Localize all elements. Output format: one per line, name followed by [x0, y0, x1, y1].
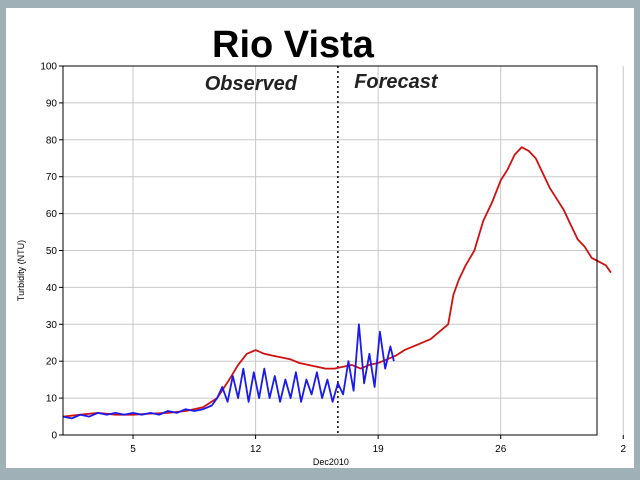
y-tick-label: 10 — [46, 394, 58, 405]
y-tick-label: 60 — [46, 209, 58, 220]
forecast-annotation: Forecast — [354, 71, 439, 93]
chart-title: Rio Vista — [212, 24, 375, 66]
x-tick-label: 5 — [130, 444, 136, 455]
y-tick-label: 30 — [46, 320, 58, 331]
y-tick-label: 90 — [46, 98, 58, 109]
plot-area — [62, 65, 598, 436]
y-tick-label: 100 — [40, 62, 57, 73]
x-tick-label: 2 — [620, 444, 626, 455]
x-tick-label: 19 — [373, 444, 385, 455]
y-tick-label: 70 — [46, 172, 58, 183]
turbidity-chart: Rio Vista 0 10 20 30 40 50 60 70 80 90 100 5 12 19 26… — [16, 24, 626, 467]
y-tick-label: 40 — [46, 283, 58, 294]
y-tick-label: 80 — [46, 135, 58, 146]
x-ticks: 5 12 19 26 2 — [130, 435, 626, 455]
y-tick-label: 50 — [46, 246, 58, 257]
x-tick-label: 26 — [495, 444, 507, 455]
x-tick-label: 12 — [250, 444, 262, 455]
y-tick-label: 20 — [46, 357, 58, 368]
observed-series-line — [62, 323, 395, 420]
observed-annotation: Observed — [205, 73, 298, 95]
slide-background: Rio Vista 0 10 20 30 40 50 60 70 80 90 100 5 12 19 26… — [6, 8, 634, 468]
x-axis-label: Dec2010 — [313, 457, 349, 467]
forecast-series-line — [62, 146, 612, 418]
y-ticks: 0 10 20 30 40 50 60 70 80 90 100 — [40, 62, 63, 442]
series — [62, 146, 612, 420]
grid — [63, 66, 624, 435]
y-axis-label: Turbidity (NTU) — [16, 240, 26, 301]
y-tick-label: 0 — [51, 431, 57, 442]
